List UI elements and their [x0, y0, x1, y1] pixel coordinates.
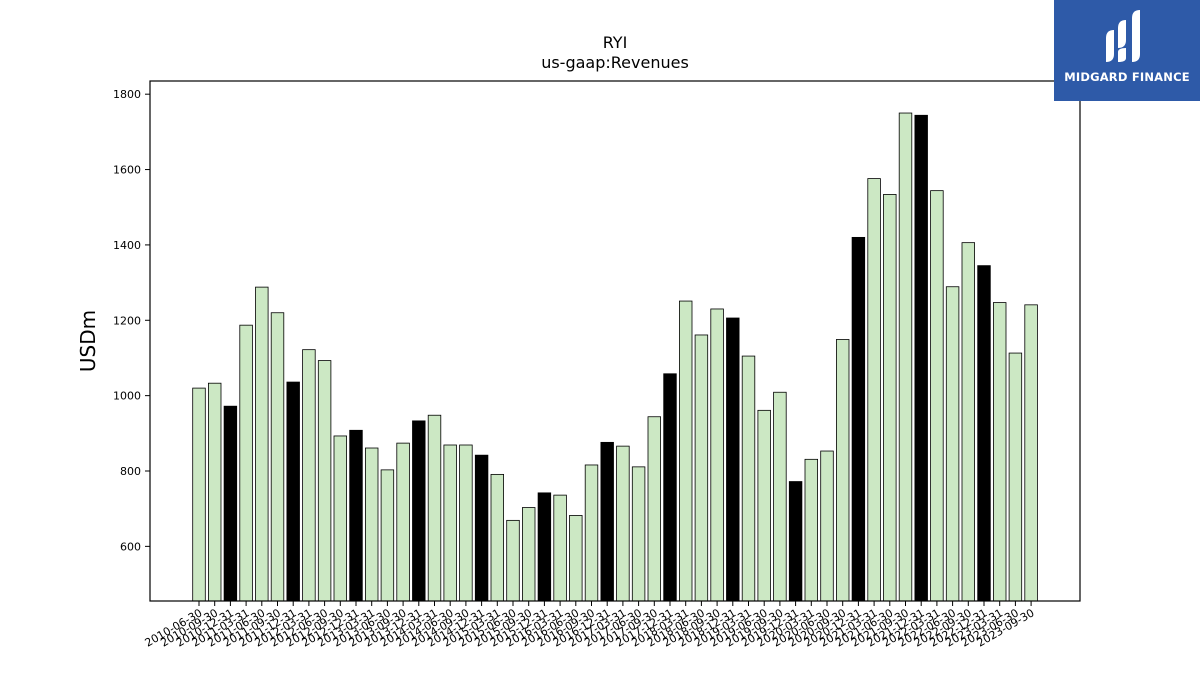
bar-2019-12-31	[788, 481, 803, 602]
bar-2014-09-30	[459, 444, 473, 602]
bar-2021-12-31	[914, 114, 928, 602]
chart-title: RYI	[603, 33, 628, 52]
bar-2022-09-30	[961, 242, 976, 602]
bar-2015-12-31	[537, 492, 552, 602]
bar-2011-06-30	[255, 286, 269, 602]
bar-2016-06-30	[569, 515, 583, 602]
bar-2017-03-31	[616, 445, 630, 602]
bar-2020-03-31	[804, 458, 819, 602]
bar-2012-12-31	[349, 429, 363, 602]
y-tick-label: 1600	[113, 164, 141, 177]
bar-2012-09-30	[333, 435, 348, 602]
y-axis-ticks: 600 800 1000 1200 1400 1600 1800	[113, 88, 150, 553]
bar-2021-09-30	[898, 112, 913, 602]
bar-2010-12-31	[223, 405, 238, 602]
bar-2016-03-31	[553, 494, 567, 602]
bar-2015-03-31	[490, 473, 505, 602]
bar-2018-09-30	[710, 308, 724, 602]
bar-2013-12-31	[412, 420, 426, 602]
x-axis-ticks: 2010-06-302010-09-302010-12-312011-03-31…	[143, 601, 1037, 650]
y-tick-label: 1800	[113, 88, 141, 101]
bar-2017-12-31	[663, 373, 677, 602]
bar-2018-12-31	[726, 317, 740, 602]
bar-2014-12-31	[474, 454, 489, 602]
bar-2010-09-30	[207, 382, 222, 602]
y-tick-label: 1000	[113, 390, 141, 403]
bar-2019-03-31	[741, 355, 756, 602]
midgard-logo-icon	[1106, 10, 1140, 62]
chart-subtitle: us-gaap:Revenues	[541, 53, 689, 72]
bar-2020-06-30	[820, 450, 834, 602]
bar-2011-12-31	[286, 381, 300, 602]
y-tick-label: 800	[120, 465, 141, 478]
bar-2021-06-30	[883, 194, 897, 602]
bar-2016-09-30	[584, 464, 599, 602]
bar-2023-09-30	[1024, 304, 1038, 602]
bar-2023-03-31	[993, 302, 1007, 602]
bar-2013-03-31	[364, 447, 379, 602]
bar-2014-03-31	[427, 414, 442, 602]
bar-2019-09-30	[773, 391, 787, 602]
bar-2010-06-30	[192, 387, 206, 602]
bar-2023-06-30	[1008, 352, 1023, 602]
y-axis-label: USDm	[76, 310, 100, 372]
bar-2020-12-31	[851, 236, 866, 602]
bar-2011-03-31	[239, 324, 253, 602]
bar-2014-06-30	[443, 444, 457, 602]
bar-2015-09-30	[522, 507, 536, 602]
bar-2022-03-31	[930, 190, 944, 602]
bar-2017-09-30	[647, 416, 662, 602]
bar-2018-03-31	[679, 300, 693, 602]
bar-2020-09-30	[836, 339, 850, 602]
bar-2015-06-30	[506, 519, 520, 602]
y-tick-label: 1400	[113, 239, 141, 252]
bar-2013-06-30	[380, 469, 395, 602]
bars-group	[192, 112, 1038, 602]
bar-2018-06-30	[694, 334, 709, 602]
bar-2017-06-30	[631, 466, 646, 602]
bar-2012-03-31	[302, 349, 316, 602]
midgard-finance-logo: MIDGARD FINANCE	[1054, 0, 1200, 101]
plot-frame	[149, 80, 1081, 602]
bar-2022-06-30	[945, 286, 960, 602]
bar-2016-12-31	[600, 441, 614, 602]
bar-2011-09-30	[270, 312, 285, 602]
bar-2021-03-31	[867, 178, 881, 602]
bar-2012-06-30	[317, 360, 332, 602]
bar-2019-06-30	[757, 409, 771, 602]
bar-2022-12-31	[977, 265, 991, 602]
bar-2013-09-30	[396, 442, 410, 602]
y-tick-label: 1200	[113, 314, 141, 327]
logo-brand-text: MIDGARD FINANCE	[1064, 70, 1190, 84]
y-tick-label: 600	[120, 540, 141, 553]
